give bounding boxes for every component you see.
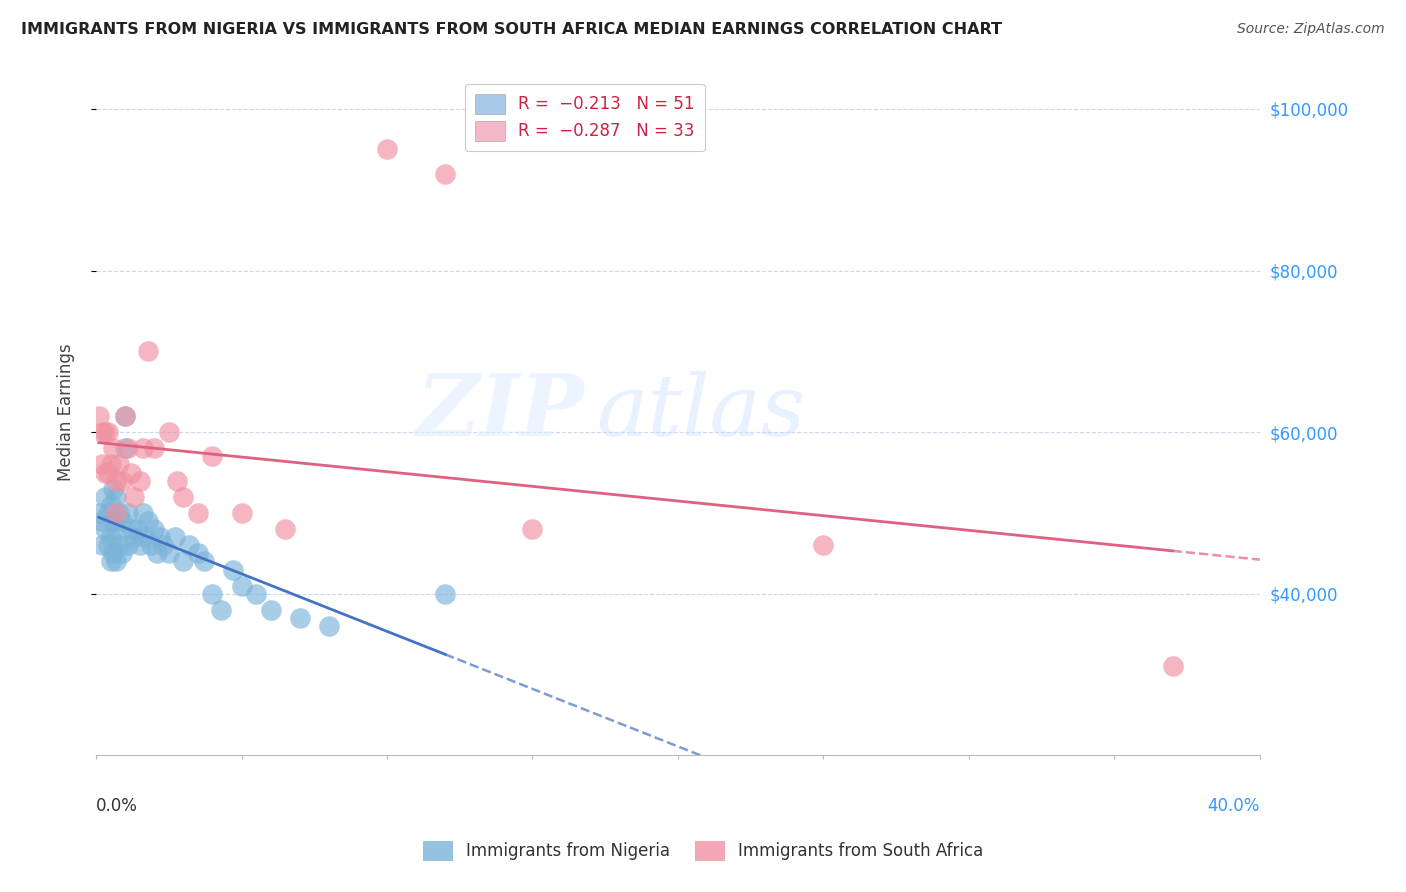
Legend: R =  −0.213   N = 51, R =  −0.287   N = 33: R = −0.213 N = 51, R = −0.287 N = 33 bbox=[465, 84, 704, 151]
Point bbox=[97, 506, 120, 520]
Point bbox=[172, 554, 194, 568]
Point bbox=[434, 167, 457, 181]
Point bbox=[97, 466, 120, 480]
Point bbox=[97, 425, 120, 439]
Point bbox=[152, 538, 174, 552]
Point bbox=[105, 522, 128, 536]
Point bbox=[131, 442, 153, 456]
Point bbox=[434, 587, 457, 601]
Point bbox=[111, 546, 134, 560]
Point bbox=[87, 409, 110, 423]
Point bbox=[90, 458, 112, 472]
Point bbox=[138, 514, 160, 528]
Point bbox=[93, 425, 115, 439]
Point bbox=[259, 603, 281, 617]
Point bbox=[187, 506, 209, 520]
Point bbox=[117, 442, 139, 456]
Point bbox=[179, 538, 201, 552]
Point bbox=[128, 474, 150, 488]
Point bbox=[163, 530, 186, 544]
Point bbox=[117, 506, 139, 520]
Point bbox=[87, 506, 110, 520]
Text: ZIP: ZIP bbox=[418, 370, 585, 454]
Point bbox=[166, 474, 188, 488]
Point bbox=[131, 506, 153, 520]
Point bbox=[105, 474, 128, 488]
Text: Source: ZipAtlas.com: Source: ZipAtlas.com bbox=[1237, 22, 1385, 37]
Point bbox=[209, 603, 232, 617]
Point bbox=[274, 522, 297, 536]
Point bbox=[375, 142, 398, 156]
Legend: Immigrants from Nigeria, Immigrants from South Africa: Immigrants from Nigeria, Immigrants from… bbox=[416, 834, 990, 868]
Point bbox=[120, 522, 142, 536]
Point bbox=[318, 619, 340, 633]
Point bbox=[111, 514, 134, 528]
Point bbox=[93, 490, 115, 504]
Point bbox=[146, 546, 169, 560]
Point bbox=[143, 522, 166, 536]
Point bbox=[108, 538, 131, 552]
Point bbox=[108, 506, 131, 520]
Point bbox=[201, 450, 224, 464]
Point bbox=[813, 538, 835, 552]
Point bbox=[100, 530, 122, 544]
Point bbox=[157, 546, 180, 560]
Point bbox=[97, 538, 120, 552]
Point bbox=[245, 587, 267, 601]
Point bbox=[105, 490, 128, 504]
Point bbox=[90, 425, 112, 439]
Point bbox=[105, 506, 128, 520]
Point bbox=[231, 506, 253, 520]
Point bbox=[120, 466, 142, 480]
Point bbox=[187, 546, 209, 560]
Point bbox=[125, 522, 148, 536]
Text: IMMIGRANTS FROM NIGERIA VS IMMIGRANTS FROM SOUTH AFRICA MEDIAN EARNINGS CORRELAT: IMMIGRANTS FROM NIGERIA VS IMMIGRANTS FR… bbox=[21, 22, 1002, 37]
Point bbox=[114, 409, 136, 423]
Text: 0.0%: 0.0% bbox=[96, 797, 138, 814]
Point bbox=[231, 579, 253, 593]
Point bbox=[128, 538, 150, 552]
Point bbox=[157, 425, 180, 439]
Text: 40.0%: 40.0% bbox=[1208, 797, 1260, 814]
Point bbox=[93, 466, 115, 480]
Y-axis label: Median Earnings: Median Earnings bbox=[58, 343, 75, 481]
Point bbox=[122, 530, 145, 544]
Point bbox=[93, 522, 115, 536]
Point bbox=[222, 562, 245, 576]
Point bbox=[114, 409, 136, 423]
Point bbox=[103, 442, 125, 456]
Point bbox=[90, 538, 112, 552]
Point bbox=[288, 611, 311, 625]
Point bbox=[100, 458, 122, 472]
Point bbox=[1161, 659, 1184, 673]
Point bbox=[172, 490, 194, 504]
Point bbox=[114, 442, 136, 456]
Point bbox=[522, 522, 544, 536]
Point bbox=[103, 514, 125, 528]
Text: atlas: atlas bbox=[596, 370, 806, 453]
Point bbox=[103, 482, 125, 496]
Point bbox=[111, 474, 134, 488]
Point bbox=[134, 530, 156, 544]
Point bbox=[100, 498, 122, 512]
Point bbox=[90, 514, 112, 528]
Point bbox=[108, 458, 131, 472]
Point bbox=[105, 554, 128, 568]
Point bbox=[138, 344, 160, 359]
Point bbox=[103, 546, 125, 560]
Point bbox=[201, 587, 224, 601]
Point bbox=[143, 442, 166, 456]
Point bbox=[193, 554, 215, 568]
Point bbox=[117, 538, 139, 552]
Point bbox=[122, 490, 145, 504]
Point bbox=[100, 554, 122, 568]
Point bbox=[141, 538, 163, 552]
Point bbox=[149, 530, 172, 544]
